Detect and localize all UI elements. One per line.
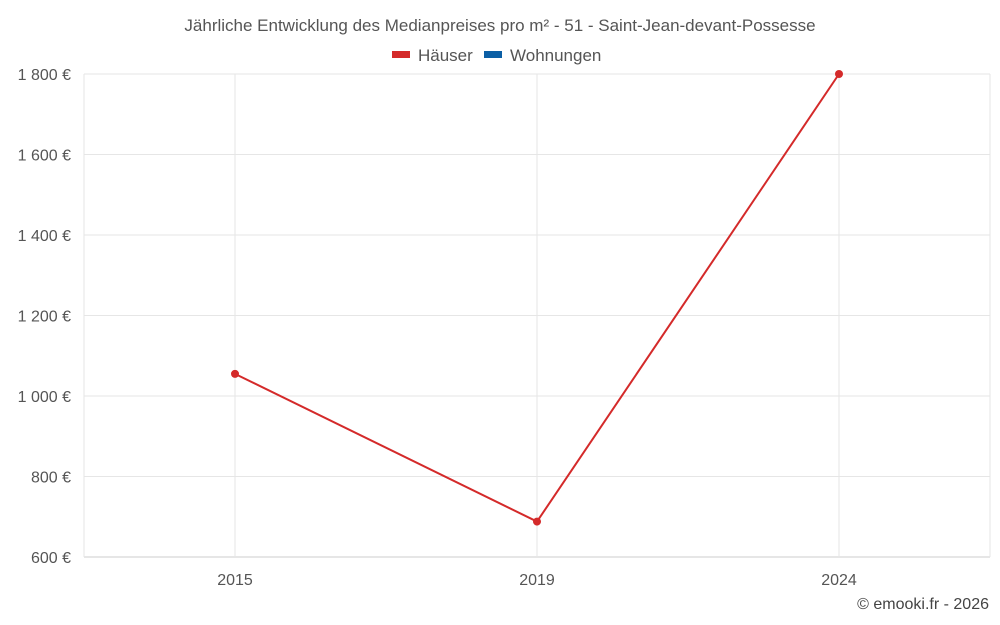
legend: Häuser Wohnungen bbox=[392, 46, 601, 65]
x-tick-label: 2024 bbox=[821, 572, 857, 589]
legend-swatch-haeuser[interactable] bbox=[392, 51, 410, 58]
y-tick-label: 1 000 € bbox=[18, 389, 71, 406]
y-tick-label: 1 600 € bbox=[18, 148, 71, 165]
y-tick-label: 1 400 € bbox=[18, 228, 71, 245]
credit-text: © emooki.fr - 2026 bbox=[857, 596, 989, 613]
y-tick-label: 800 € bbox=[31, 470, 71, 487]
legend-label-wohnungen[interactable]: Wohnungen bbox=[510, 46, 601, 65]
series-haeuser bbox=[231, 70, 843, 526]
data-point[interactable] bbox=[835, 70, 843, 78]
chart-title: Jährliche Entwicklung des Medianpreises … bbox=[184, 16, 815, 35]
data-point[interactable] bbox=[231, 369, 239, 378]
y-tick-label: 1 200 € bbox=[18, 309, 71, 326]
x-axis-tick-labels: 2015 2019 2024 bbox=[217, 572, 857, 589]
x-tick-label: 2015 bbox=[217, 572, 253, 589]
y-tick-label: 600 € bbox=[31, 550, 71, 567]
grid bbox=[83, 73, 991, 558]
y-tick-label: 1 800 € bbox=[18, 67, 71, 84]
x-tick-label: 2019 bbox=[519, 572, 555, 589]
y-axis-tick-labels: 600 € 800 € 1 000 € 1 200 € 1 400 € 1 600 € 1 … bbox=[18, 67, 71, 567]
legend-label-haeuser[interactable]: Häuser bbox=[418, 46, 473, 65]
legend-swatch-wohnungen[interactable] bbox=[484, 51, 502, 58]
data-point[interactable] bbox=[533, 517, 541, 526]
